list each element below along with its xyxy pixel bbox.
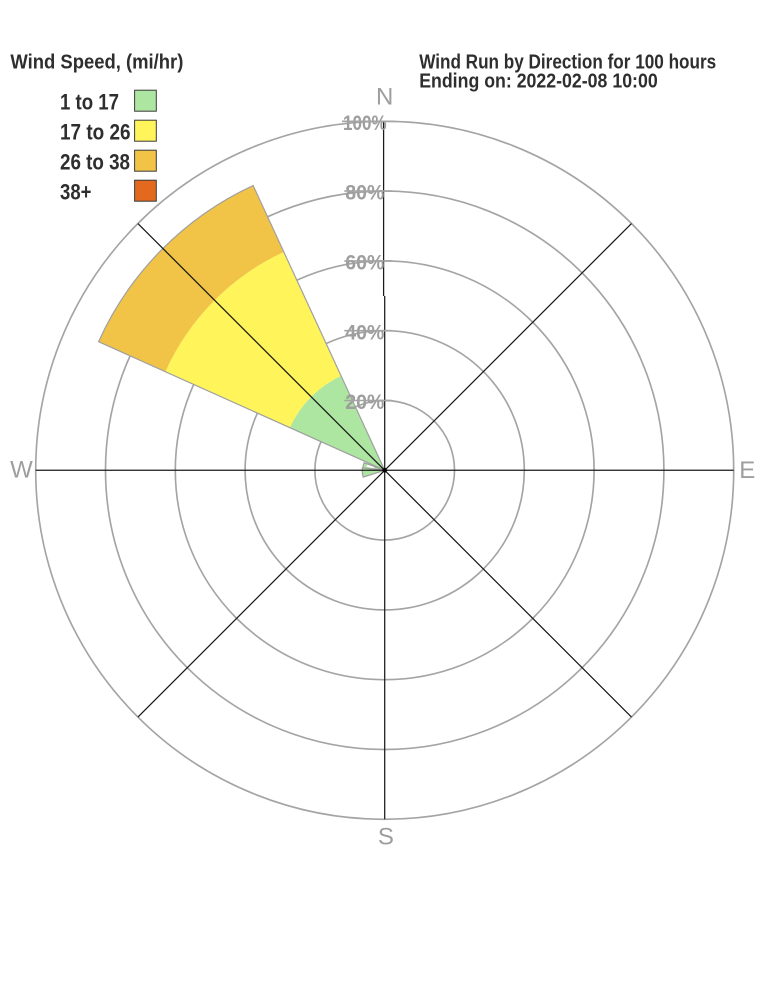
svg-text:26 to 38: 26 to 38: [60, 150, 130, 175]
svg-text:60%: 60%: [345, 252, 384, 275]
svg-text:38+: 38+: [60, 180, 92, 205]
svg-text:W: W: [10, 457, 33, 484]
svg-text:Wind Speed, (mi/hr): Wind Speed, (mi/hr): [10, 51, 183, 73]
svg-text:100%: 100%: [343, 112, 387, 135]
svg-text:S: S: [378, 824, 394, 851]
svg-text:N: N: [376, 83, 393, 110]
svg-text:Wind Run by Direction for 100: Wind Run by Direction for 100 hours: [419, 51, 716, 74]
svg-text:Ending on: 2022-02-08 10:00: Ending on: 2022-02-08 10:00: [419, 69, 658, 92]
svg-text:20%: 20%: [345, 391, 384, 414]
svg-text:E: E: [739, 457, 755, 484]
svg-text:80%: 80%: [345, 182, 384, 205]
svg-text:1 to 17: 1 to 17: [60, 90, 119, 115]
svg-text:40%: 40%: [345, 321, 384, 344]
svg-text:17 to 26: 17 to 26: [60, 120, 131, 145]
